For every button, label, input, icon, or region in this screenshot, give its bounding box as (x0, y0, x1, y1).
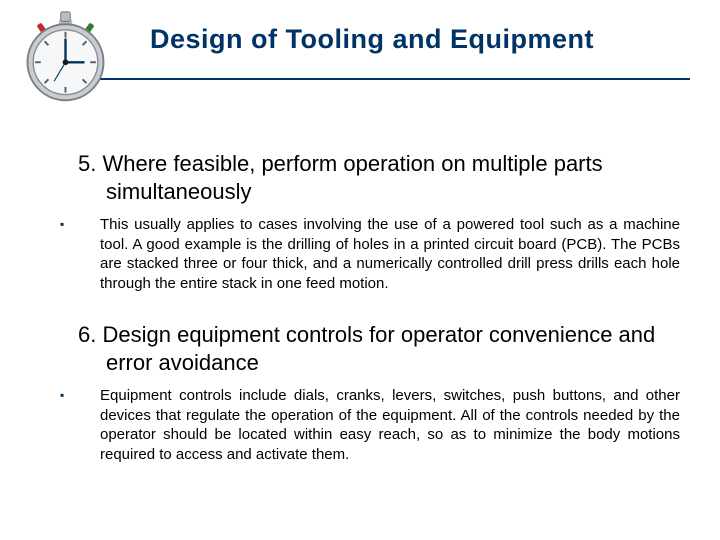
point-6-bullet: ▪ Equipment controls include dials, cran… (50, 386, 680, 464)
point-5-bullet: ▪ This usually applies to cases involvin… (50, 215, 680, 293)
bullet-icon: ▪ (60, 386, 70, 404)
point-5: 5. Where feasible, perform operation on … (50, 150, 680, 293)
point-5-bullet-text: This usually applies to cases involving … (100, 215, 680, 293)
title-underline (40, 78, 690, 80)
slide-title: Design of Tooling and Equipment (150, 24, 594, 55)
bullet-icon: ▪ (60, 215, 70, 233)
point-5-heading-text: Where feasible, perform operation on mul… (102, 151, 602, 204)
point-6-number: 6. (78, 322, 96, 347)
point-6-heading: 6. Design equipment controls for operato… (50, 321, 680, 376)
point-5-heading: 5. Where feasible, perform operation on … (50, 150, 680, 205)
slide-body: 5. Where feasible, perform operation on … (50, 150, 680, 484)
point-5-number: 5. (78, 151, 96, 176)
point-6-heading-text: Design equipment controls for operator c… (102, 322, 655, 375)
point-6: 6. Design equipment controls for operato… (50, 321, 680, 464)
slide-header: Design of Tooling and Equipment (0, 0, 720, 90)
point-6-bullet-text: Equipment controls include dials, cranks… (100, 386, 680, 464)
stopwatch-icon (18, 10, 113, 105)
slide: Design of Tooling and Equipment 5. Where… (0, 0, 720, 540)
